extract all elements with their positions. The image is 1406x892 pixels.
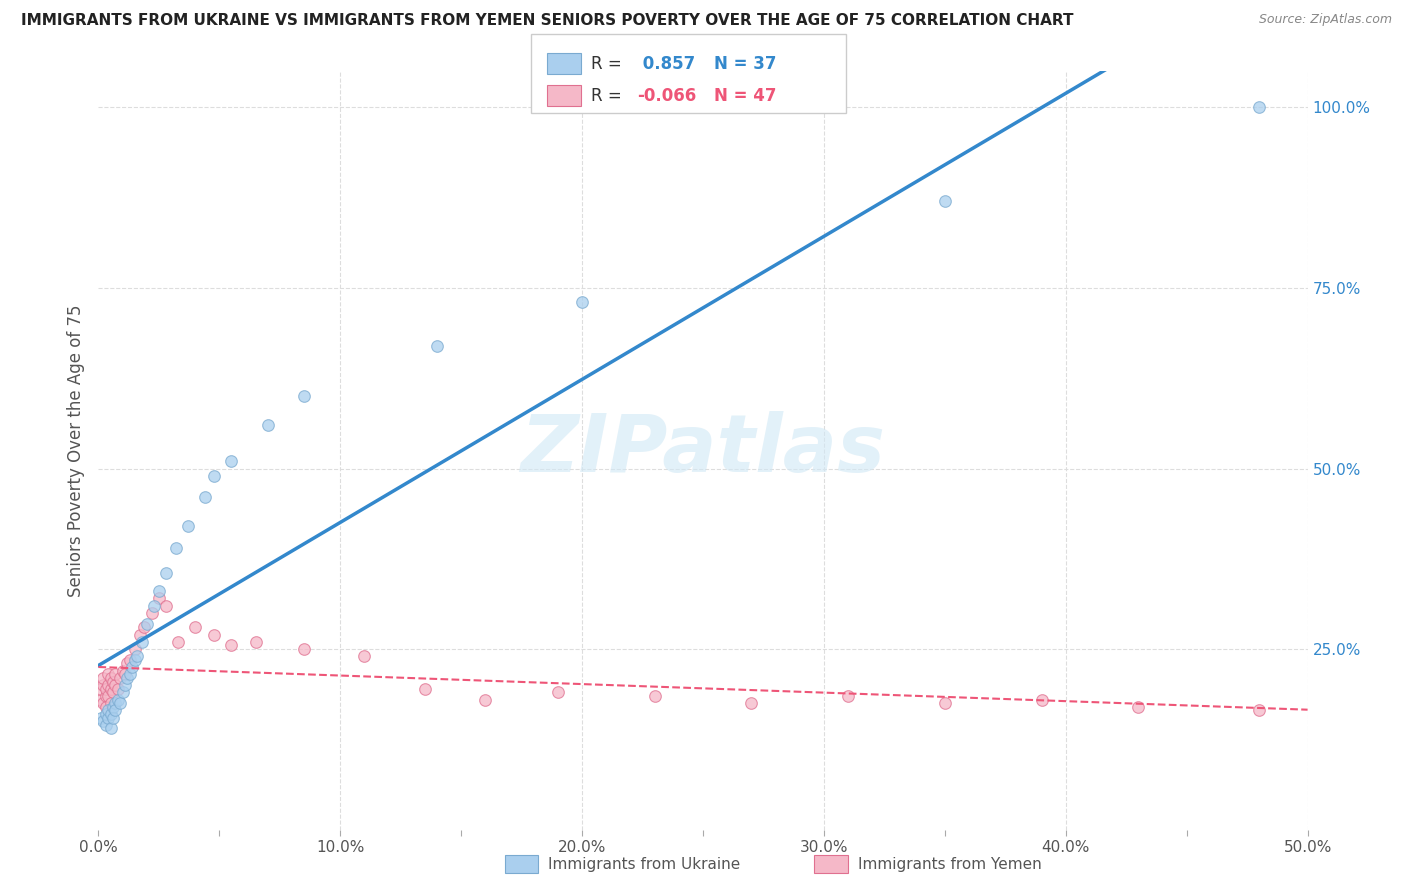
Point xyxy=(155,599,177,613)
Text: 0.857: 0.857 xyxy=(637,55,695,73)
Point xyxy=(90,692,112,706)
Point xyxy=(97,689,120,703)
Point xyxy=(292,389,315,403)
Point xyxy=(108,696,131,710)
Point xyxy=(100,706,122,721)
Point xyxy=(118,653,141,667)
Point xyxy=(94,706,117,721)
Point xyxy=(97,667,120,681)
Point xyxy=(134,620,156,634)
Point xyxy=(100,671,122,685)
Point xyxy=(135,616,157,631)
Text: R =: R = xyxy=(591,87,627,105)
Point xyxy=(100,696,122,710)
Point xyxy=(118,667,141,681)
Point xyxy=(124,642,146,657)
Point xyxy=(104,696,127,710)
Point xyxy=(837,689,859,703)
Point xyxy=(1128,699,1150,714)
Text: IMMIGRANTS FROM UKRAINE VS IMMIGRANTS FROM YEMEN SENIORS POVERTY OVER THE AGE OF: IMMIGRANTS FROM UKRAINE VS IMMIGRANTS FR… xyxy=(21,13,1074,29)
Point xyxy=(204,627,226,641)
Point xyxy=(1031,692,1053,706)
Point xyxy=(194,491,217,505)
Point xyxy=(97,678,120,692)
Point xyxy=(114,667,136,681)
Point xyxy=(128,627,150,641)
Point xyxy=(353,649,375,664)
Point xyxy=(934,696,956,710)
Point xyxy=(571,295,593,310)
Text: N = 37: N = 37 xyxy=(714,55,776,73)
Point xyxy=(184,620,207,634)
Point xyxy=(101,685,124,699)
Point xyxy=(100,722,122,736)
Point xyxy=(165,541,187,555)
Text: ZIPatlas: ZIPatlas xyxy=(520,411,886,490)
Point xyxy=(221,639,243,653)
Point xyxy=(111,685,134,699)
Point xyxy=(1249,100,1271,114)
Point xyxy=(108,671,131,685)
Point xyxy=(204,468,226,483)
Point xyxy=(117,671,139,685)
Point xyxy=(740,696,762,710)
Point xyxy=(148,584,170,599)
Point xyxy=(221,454,243,468)
Point xyxy=(256,418,278,433)
Point xyxy=(94,681,117,696)
Point xyxy=(94,718,117,732)
Point xyxy=(94,689,117,703)
Point xyxy=(292,642,315,657)
Text: Immigrants from Ukraine: Immigrants from Ukraine xyxy=(548,857,741,871)
Point xyxy=(91,671,114,685)
Point xyxy=(143,599,166,613)
Point xyxy=(91,714,114,729)
Point xyxy=(155,566,177,581)
Point xyxy=(97,703,120,717)
Point xyxy=(90,711,112,725)
Point xyxy=(121,660,143,674)
Point xyxy=(474,692,496,706)
Point xyxy=(101,699,124,714)
Point xyxy=(91,696,114,710)
Text: R =: R = xyxy=(591,55,627,73)
Point xyxy=(141,606,163,620)
Text: Source: ZipAtlas.com: Source: ZipAtlas.com xyxy=(1258,13,1392,27)
Point xyxy=(426,339,449,353)
Point xyxy=(177,519,200,533)
Point xyxy=(547,685,569,699)
Point xyxy=(91,678,114,692)
Point xyxy=(124,653,146,667)
Point xyxy=(104,678,127,692)
Point xyxy=(104,703,127,717)
Text: Immigrants from Yemen: Immigrants from Yemen xyxy=(858,857,1042,871)
Text: N = 47: N = 47 xyxy=(714,87,776,105)
Point xyxy=(101,674,124,689)
Point xyxy=(127,649,149,664)
Point xyxy=(90,681,112,696)
Point xyxy=(114,678,136,692)
Point xyxy=(245,635,267,649)
Point xyxy=(1249,703,1271,717)
Point xyxy=(934,194,956,209)
Point xyxy=(101,711,124,725)
Point xyxy=(167,635,190,649)
Text: -0.066: -0.066 xyxy=(637,87,696,105)
Y-axis label: Seniors Poverty Over the Age of 75: Seniors Poverty Over the Age of 75 xyxy=(66,304,84,597)
Point xyxy=(107,681,129,696)
Point xyxy=(111,664,134,678)
Point xyxy=(644,689,666,703)
Point xyxy=(131,635,153,649)
Point xyxy=(100,681,122,696)
Point xyxy=(413,681,436,696)
Point xyxy=(148,591,170,606)
Point xyxy=(117,657,139,671)
Point xyxy=(97,711,120,725)
Point xyxy=(107,692,129,706)
Point xyxy=(94,699,117,714)
Point xyxy=(104,667,127,681)
